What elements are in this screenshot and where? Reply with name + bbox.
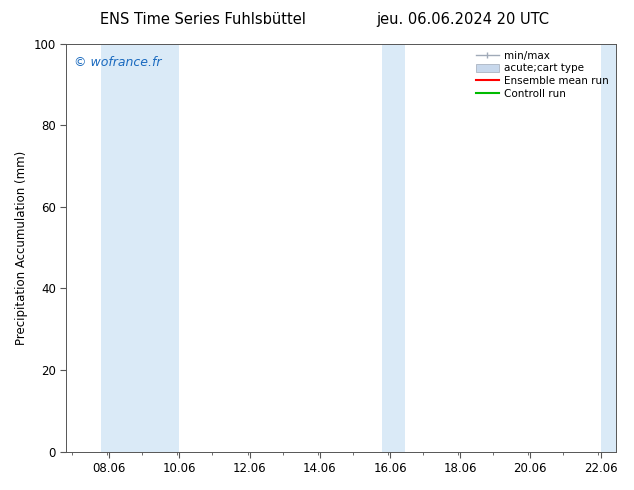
Text: © wofrance.fr: © wofrance.fr [74,56,162,69]
Bar [382,44,406,452]
Bar [101,44,179,452]
Text: ENS Time Series Fuhlsbüttel: ENS Time Series Fuhlsbüttel [100,12,306,27]
Text: jeu. 06.06.2024 20 UTC: jeu. 06.06.2024 20 UTC [377,12,549,27]
Y-axis label: Precipitation Accumulation (mm): Precipitation Accumulation (mm) [15,150,28,344]
Legend: min/max, acute;cart type, Ensemble mean run, Controll run: min/max, acute;cart type, Ensemble mean … [474,49,611,101]
Bar [600,44,616,452]
